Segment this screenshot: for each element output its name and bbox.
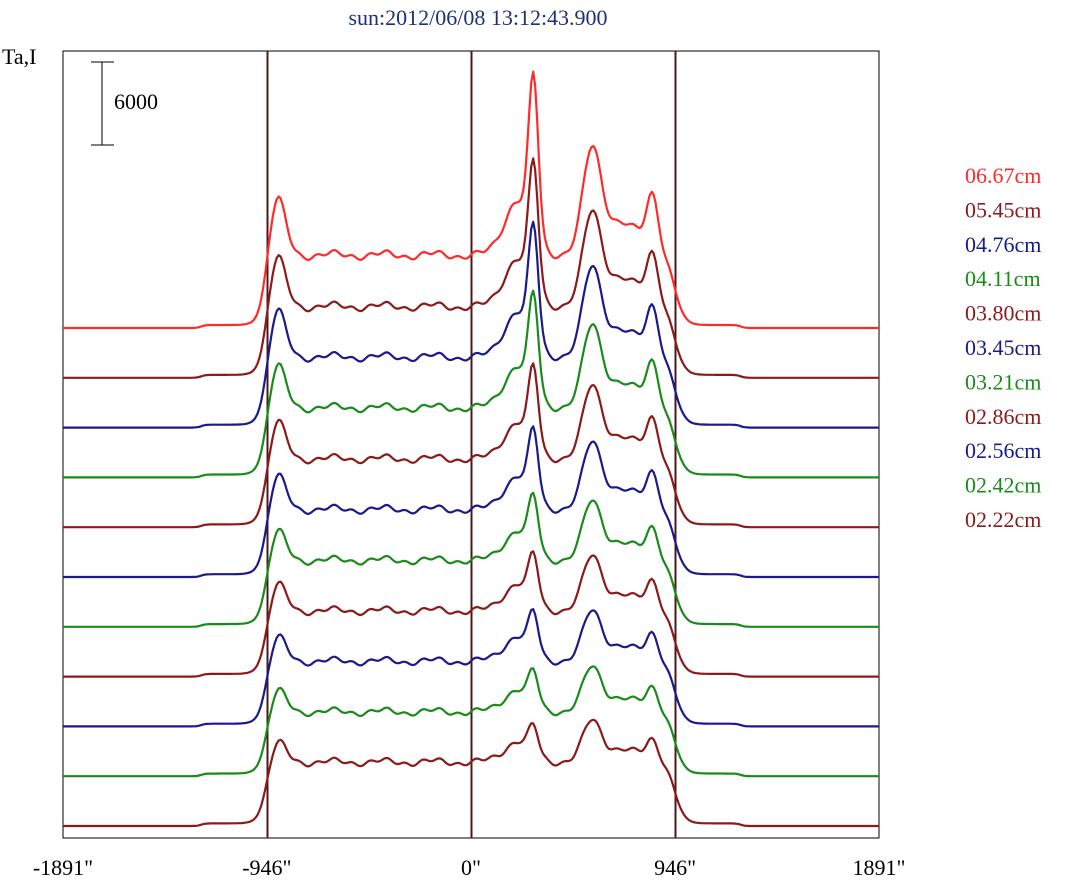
legend-entry: 04.11cm — [965, 266, 1041, 291]
legend-entry: 02.56cm — [965, 438, 1041, 463]
legend-entry: 02.86cm — [965, 404, 1041, 429]
legend-entry: 03.45cm — [965, 335, 1041, 360]
scale-bar-label: 6000 — [114, 89, 158, 114]
vertical-reference-lines — [266, 51, 677, 838]
series-line-06.67cm — [63, 70, 879, 330]
legend-entry: 03.21cm — [965, 369, 1041, 394]
legend-entry: 06.67cm — [965, 163, 1041, 188]
x-tick-labels: -1891" -946" 0" 946" 1891" — [33, 855, 906, 880]
series-line-02.22cm — [63, 718, 879, 828]
x-tick-label: -1891" — [33, 855, 93, 880]
series-line-04.11cm — [63, 289, 879, 479]
series-line-03.45cm — [63, 425, 879, 579]
series-line-03.21cm — [63, 491, 879, 628]
legend: 06.67cm 05.45cm 04.76cm 04.11cm 03.80cm 03.45… — [965, 163, 1041, 532]
legend-entry: 03.80cm — [965, 301, 1041, 326]
x-tick-label: 946" — [654, 855, 696, 880]
x-tick-label: -946" — [242, 855, 291, 880]
series-line-03.80cm — [63, 362, 879, 529]
chart-title: sun:2012/06/08 13:12:43.900 — [348, 5, 607, 30]
x-tick-label: 0" — [461, 855, 481, 880]
series-line-02.56cm — [63, 608, 879, 728]
series-lines — [63, 70, 879, 828]
legend-entry: 05.45cm — [965, 197, 1041, 222]
series-line-05.45cm — [63, 157, 879, 379]
x-tick-label: 1891" — [853, 855, 906, 880]
legend-entry: 02.22cm — [965, 507, 1041, 532]
series-line-02.42cm — [63, 665, 879, 778]
series-line-04.76cm — [63, 220, 879, 429]
legend-entry: 02.42cm — [965, 473, 1041, 498]
scale-bar: 6000 — [91, 61, 158, 146]
legend-entry: 04.76cm — [965, 232, 1041, 257]
series-line-02.86cm — [63, 550, 879, 678]
y-axis-label: Ta,I — [2, 44, 37, 69]
